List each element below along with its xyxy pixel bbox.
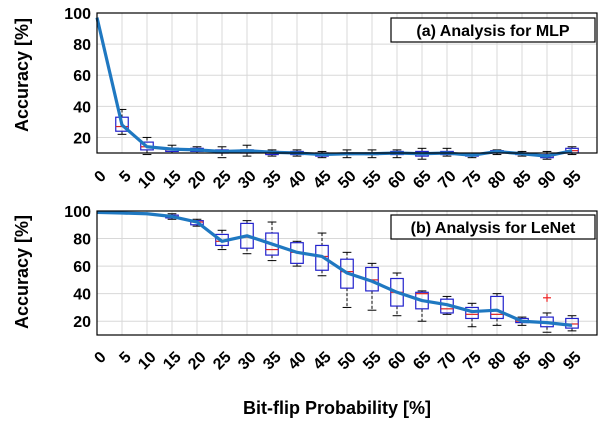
box-iqr — [315, 244, 329, 271]
chart-title: (a) Analysis for MLP — [416, 23, 570, 40]
x-tick-label: 85 — [510, 168, 535, 193]
y-tick-labels: 20 40 60 80 100 — [64, 6, 91, 147]
plot-frame — [96, 12, 598, 154]
x-tick-label: 85 — [510, 349, 535, 374]
box-iqr — [465, 306, 479, 320]
x-tick-label: 70 — [435, 349, 460, 374]
x-tick-label: 20 — [185, 168, 210, 193]
x-tick-label: 90 — [535, 168, 560, 193]
box-plot-75 — [465, 302, 479, 328]
x-tick-labels: 0 5 10 15 20 25 30 35 40 45 50 55 60 65 70 75 80 85 90 95 — [91, 168, 584, 193]
x-tick-label: 15 — [160, 168, 185, 193]
y-axis-label: Accuracy [%] — [12, 215, 32, 329]
x-tick-label: 35 — [260, 168, 285, 193]
x-tick-label: 90 — [535, 349, 560, 374]
x-tick-label: 95 — [560, 168, 585, 193]
x-tick-label: 40 — [285, 168, 310, 193]
y-tick-label: 20 — [73, 314, 91, 331]
y-axis-label: Accuracy [%] — [12, 18, 32, 132]
y-tick-label: 60 — [73, 259, 91, 276]
x-tick-label: 65 — [410, 349, 435, 374]
y-tick-label: 40 — [73, 99, 91, 116]
x-tick-label: 0 — [91, 349, 109, 367]
series-line — [96, 210, 573, 327]
x-tick-label: 60 — [385, 349, 410, 374]
y-tick-label: 60 — [73, 68, 91, 85]
x-tick-label: 55 — [360, 168, 385, 193]
box-iqr — [265, 232, 279, 256]
plot-frame — [96, 210, 598, 336]
x-tick-label: 80 — [485, 349, 510, 374]
x-tick-label: 25 — [210, 168, 235, 193]
x-tick-label: 10 — [135, 168, 160, 193]
box-plot-60 — [390, 272, 404, 317]
y-tick-label: 80 — [73, 37, 91, 54]
x-tick-label: 80 — [485, 168, 510, 193]
x-tick-label: 40 — [285, 349, 310, 374]
y-tick-label: 80 — [73, 232, 91, 249]
x-tick-label: 15 — [160, 349, 185, 374]
y-tick-label: 40 — [73, 287, 91, 304]
x-tick-label: 5 — [116, 168, 134, 186]
y-tick-label: 20 — [73, 130, 91, 147]
x-tick-label: 75 — [460, 349, 485, 374]
title-box — [390, 214, 596, 240]
x-tick-label: 35 — [260, 349, 285, 374]
y-tick-label: 100 — [64, 6, 91, 23]
x-tick-label: 10 — [135, 349, 160, 374]
x-tick-label: 20 — [185, 349, 210, 374]
x-tick-label: 65 — [410, 168, 435, 193]
outlier-marker — [543, 293, 551, 302]
x-tick-label: 5 — [116, 349, 134, 367]
x-tick-label: 25 — [210, 349, 235, 374]
mean-line-series — [95, 17, 573, 158]
box-iqr — [115, 116, 129, 132]
box-plot-35 — [265, 221, 279, 262]
box-plot-80 — [490, 293, 504, 326]
x-tick-label: 0 — [91, 168, 109, 186]
x-tick-label: 50 — [335, 168, 360, 193]
series-line — [95, 17, 573, 158]
y-tick-labels: 20 40 60 80 100 — [64, 204, 91, 331]
x-tick-label: 55 — [360, 349, 385, 374]
x-tick-label: 75 — [460, 168, 485, 193]
y-tick-label: 100 — [64, 204, 91, 221]
x-tick-label: 45 — [310, 349, 335, 374]
mean-line-series — [96, 210, 573, 327]
x-tick-label: 60 — [385, 168, 410, 193]
x-tick-label: 30 — [235, 349, 260, 374]
chart-title: (b) Analysis for LeNet — [411, 220, 576, 237]
box-iqr — [490, 295, 504, 320]
x-tick-label: 45 — [310, 168, 335, 193]
x-axis-label: Bit-flip Probability [%] — [243, 398, 431, 418]
x-tick-label: 30 — [235, 168, 260, 193]
x-tick-label: 50 — [335, 349, 360, 374]
x-tick-label: 70 — [435, 168, 460, 193]
title-box — [390, 17, 596, 43]
x-tick-labels: 0 5 10 15 20 25 30 35 40 45 50 55 60 65 70 75 80 85 90 95 — [91, 349, 584, 374]
x-tick-label: 95 — [560, 349, 585, 374]
